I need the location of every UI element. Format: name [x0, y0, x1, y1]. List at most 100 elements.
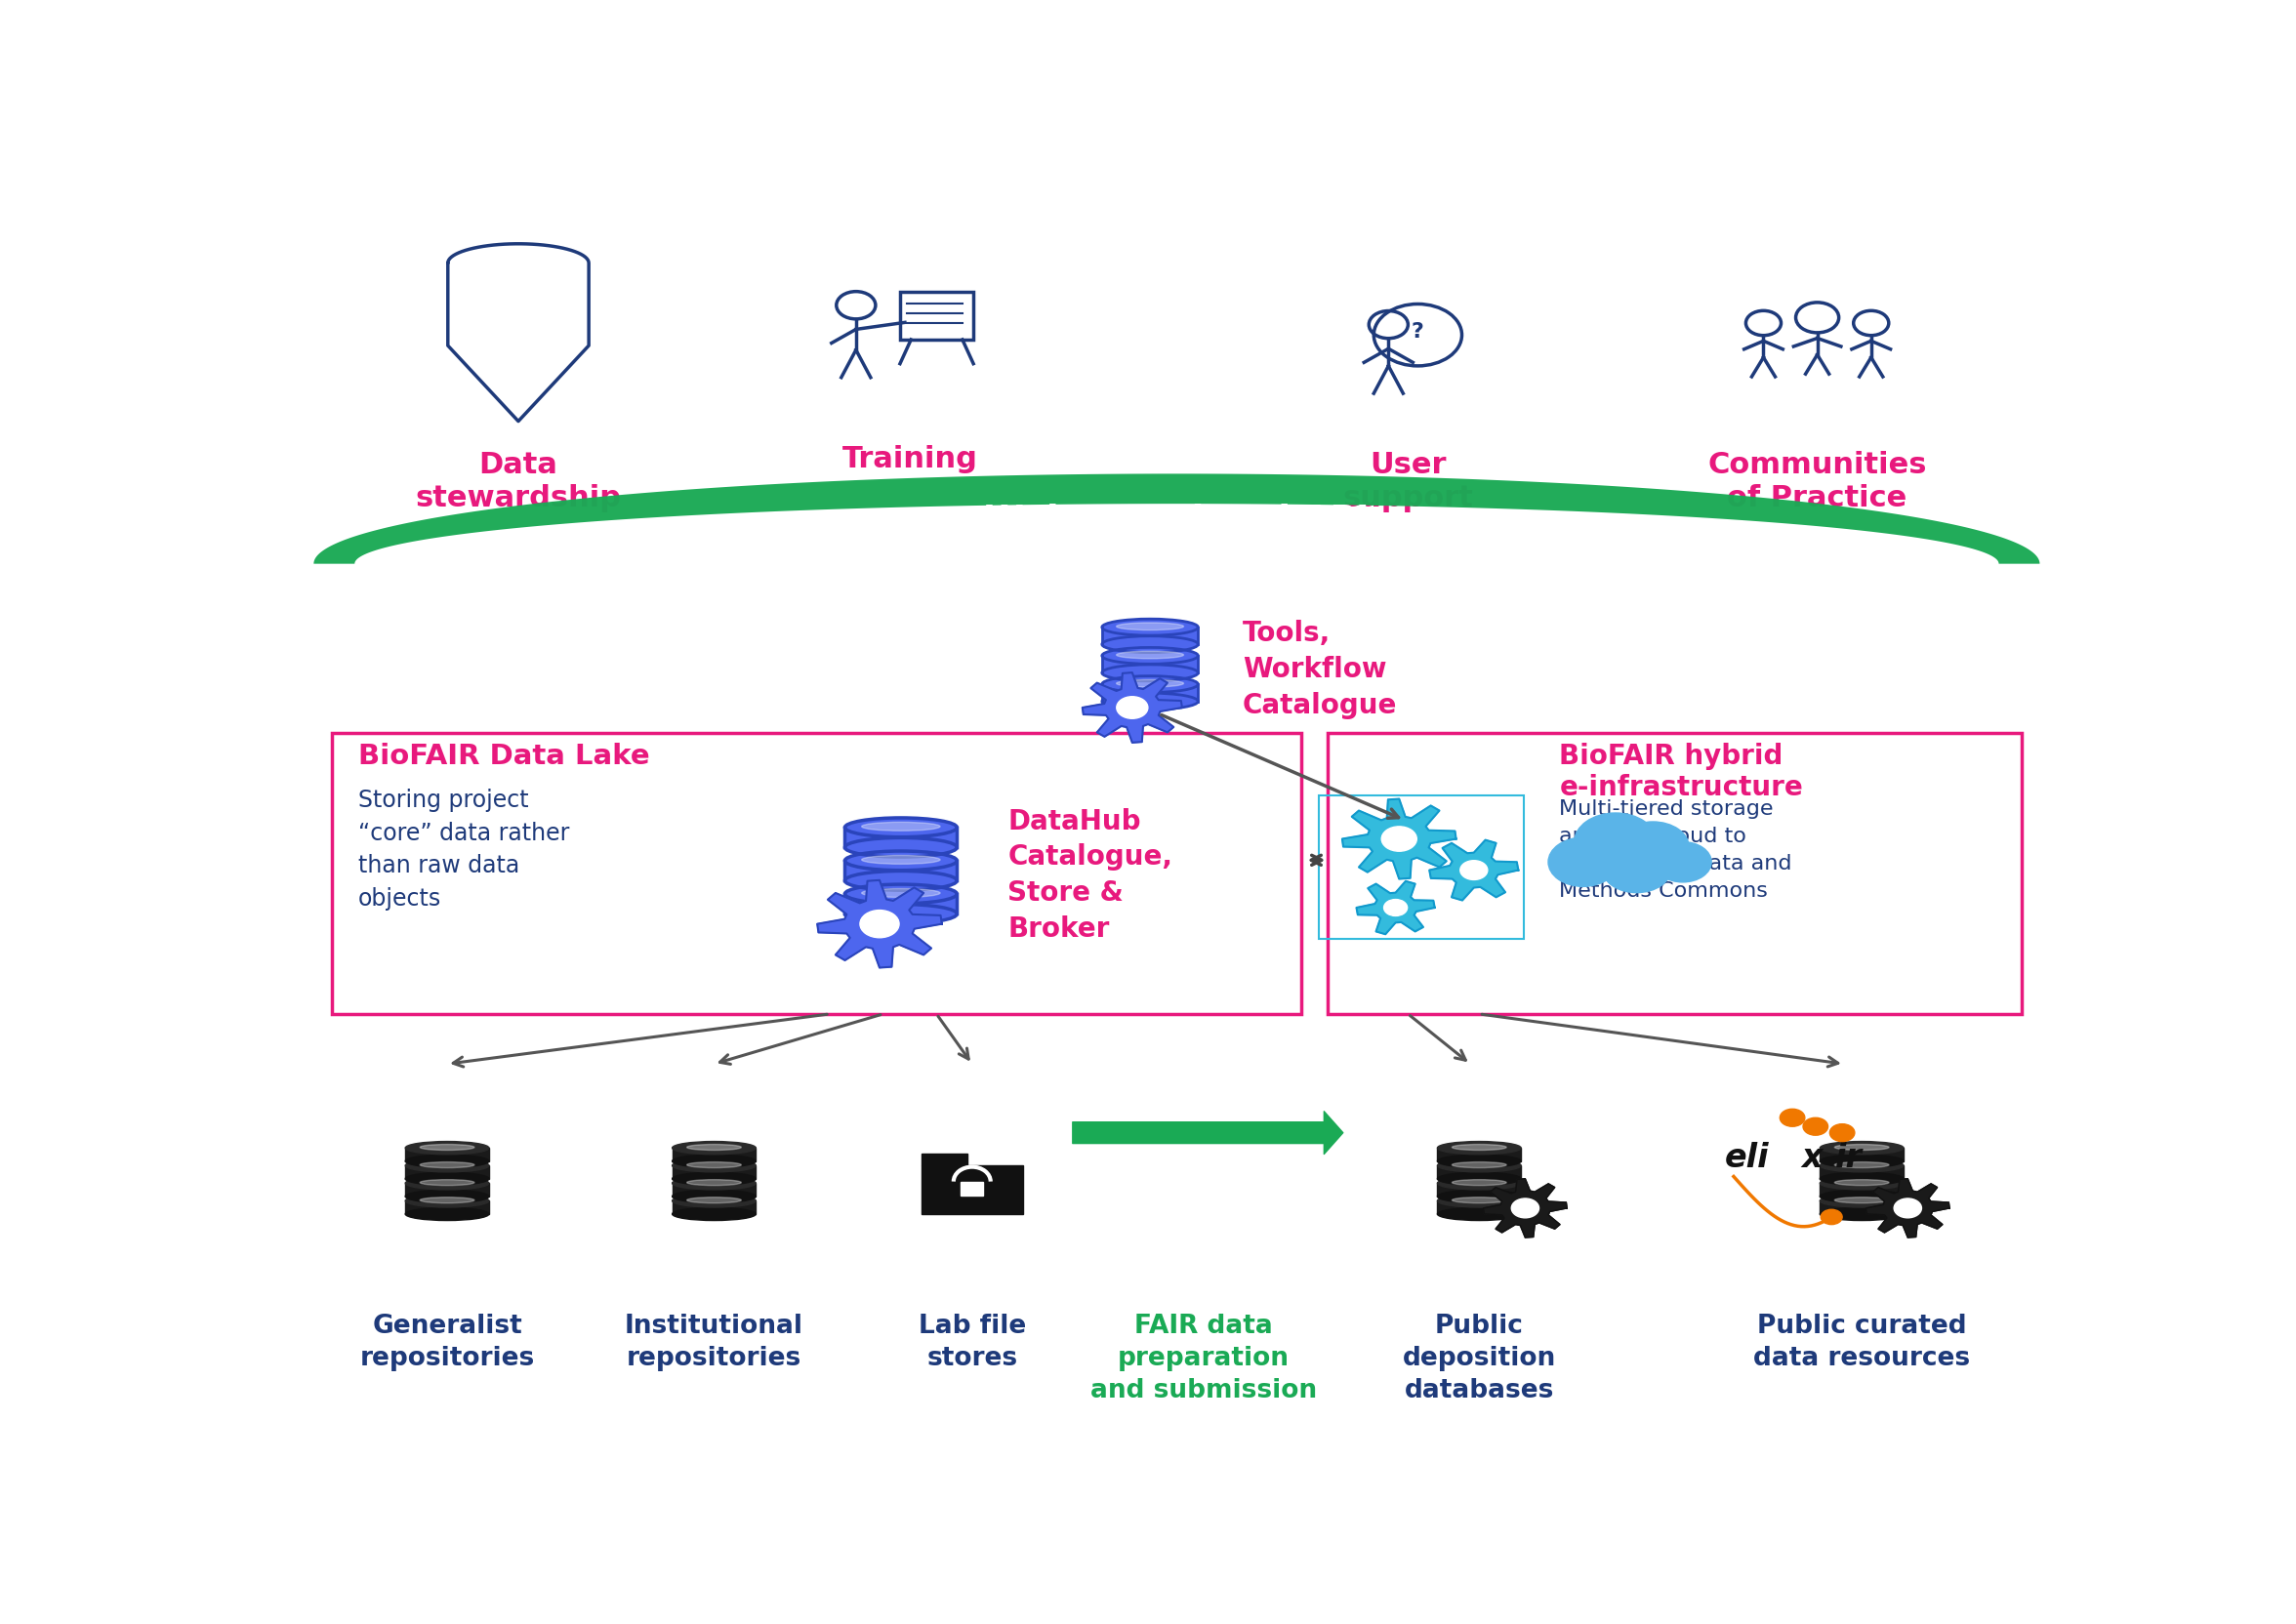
Text: Lab file
stores: Lab file stores — [918, 1314, 1026, 1372]
Text: DataHub
Catalogue,
Store &
Broker: DataHub Catalogue, Store & Broker — [1008, 807, 1173, 942]
Ellipse shape — [673, 1173, 755, 1186]
Bar — [1437, 1166, 1520, 1179]
Bar — [1437, 1184, 1520, 1197]
Text: Institutional
repositories: Institutional repositories — [625, 1314, 804, 1372]
Text: Multi-tiered storage
and HPC/cloud to
support the Data and
Methods Commons: Multi-tiered storage and HPC/cloud to su… — [1559, 799, 1793, 900]
Ellipse shape — [673, 1177, 755, 1190]
Text: Training: Training — [843, 445, 978, 473]
Bar — [845, 893, 957, 914]
Ellipse shape — [673, 1190, 755, 1203]
Text: Tools,
Workflow
Catalogue: Tools, Workflow Catalogue — [1242, 620, 1398, 719]
Ellipse shape — [406, 1160, 489, 1173]
Ellipse shape — [1437, 1208, 1520, 1221]
Bar — [406, 1148, 489, 1161]
Ellipse shape — [1451, 1163, 1506, 1168]
Ellipse shape — [1835, 1179, 1890, 1186]
Ellipse shape — [420, 1197, 475, 1203]
Bar — [1102, 656, 1199, 672]
Ellipse shape — [1835, 1145, 1890, 1150]
Bar — [845, 827, 957, 848]
Ellipse shape — [861, 856, 939, 864]
Ellipse shape — [1821, 1155, 1903, 1168]
Bar — [1821, 1184, 1903, 1197]
Bar — [1821, 1166, 1903, 1179]
Ellipse shape — [1437, 1155, 1520, 1168]
Ellipse shape — [673, 1160, 755, 1173]
Polygon shape — [315, 474, 2039, 564]
Text: ?: ? — [1412, 322, 1424, 341]
Ellipse shape — [406, 1155, 489, 1168]
Bar — [673, 1200, 755, 1215]
Bar — [845, 861, 957, 880]
Bar — [406, 1184, 489, 1197]
Ellipse shape — [420, 1145, 475, 1150]
Ellipse shape — [1451, 1145, 1506, 1150]
Ellipse shape — [845, 838, 957, 857]
Circle shape — [1382, 827, 1417, 851]
FancyBboxPatch shape — [1327, 732, 2023, 1013]
Ellipse shape — [1451, 1197, 1506, 1203]
Circle shape — [1821, 1210, 1841, 1224]
Ellipse shape — [420, 1179, 475, 1186]
Ellipse shape — [1102, 648, 1199, 664]
Circle shape — [1511, 1199, 1538, 1218]
Ellipse shape — [1102, 619, 1199, 635]
Text: eli: eli — [1724, 1142, 1770, 1174]
Bar — [921, 1153, 967, 1166]
Bar — [673, 1184, 755, 1197]
Bar — [921, 1166, 1024, 1215]
Circle shape — [1616, 822, 1690, 872]
Ellipse shape — [845, 870, 957, 890]
Ellipse shape — [673, 1142, 755, 1155]
Circle shape — [1779, 1109, 1805, 1127]
Circle shape — [1548, 838, 1619, 887]
Bar — [406, 1166, 489, 1179]
Ellipse shape — [406, 1142, 489, 1155]
Ellipse shape — [1437, 1177, 1520, 1190]
Circle shape — [1802, 1117, 1828, 1135]
Ellipse shape — [1102, 637, 1199, 653]
Ellipse shape — [687, 1145, 742, 1150]
Ellipse shape — [406, 1173, 489, 1186]
Ellipse shape — [1821, 1173, 1903, 1186]
Text: Data
stewardship: Data stewardship — [416, 451, 622, 512]
Text: User
support: User support — [1343, 451, 1474, 512]
Text: FAIR data
preparation
and submission: FAIR data preparation and submission — [1091, 1314, 1316, 1403]
Ellipse shape — [687, 1163, 742, 1168]
Circle shape — [1603, 843, 1671, 893]
Ellipse shape — [1102, 676, 1199, 692]
Ellipse shape — [1437, 1190, 1520, 1203]
Ellipse shape — [687, 1179, 742, 1186]
Ellipse shape — [1437, 1160, 1520, 1173]
Ellipse shape — [845, 885, 957, 903]
Polygon shape — [1430, 840, 1518, 900]
Circle shape — [1384, 900, 1407, 916]
Ellipse shape — [845, 851, 957, 870]
Polygon shape — [1081, 672, 1182, 742]
Polygon shape — [817, 880, 941, 968]
Bar — [406, 1200, 489, 1215]
Ellipse shape — [1821, 1160, 1903, 1173]
Ellipse shape — [1821, 1177, 1903, 1190]
Ellipse shape — [1102, 693, 1199, 710]
Circle shape — [1653, 841, 1711, 882]
Ellipse shape — [1835, 1163, 1890, 1168]
Ellipse shape — [406, 1177, 489, 1190]
Polygon shape — [1867, 1179, 1949, 1237]
Circle shape — [1830, 1124, 1855, 1142]
Ellipse shape — [1821, 1142, 1903, 1155]
Ellipse shape — [861, 888, 939, 898]
Bar — [673, 1166, 755, 1179]
Text: x: x — [1802, 1142, 1823, 1174]
Bar — [1437, 1200, 1520, 1215]
Ellipse shape — [1116, 680, 1185, 687]
Ellipse shape — [845, 905, 957, 924]
Ellipse shape — [1451, 1179, 1506, 1186]
FancyBboxPatch shape — [331, 732, 1302, 1013]
Text: Generalist
repositories: Generalist repositories — [360, 1314, 535, 1372]
Circle shape — [1894, 1199, 1922, 1218]
Ellipse shape — [420, 1163, 475, 1168]
Bar — [1102, 627, 1199, 645]
Text: ir: ir — [1835, 1142, 1862, 1174]
Ellipse shape — [1116, 651, 1185, 659]
